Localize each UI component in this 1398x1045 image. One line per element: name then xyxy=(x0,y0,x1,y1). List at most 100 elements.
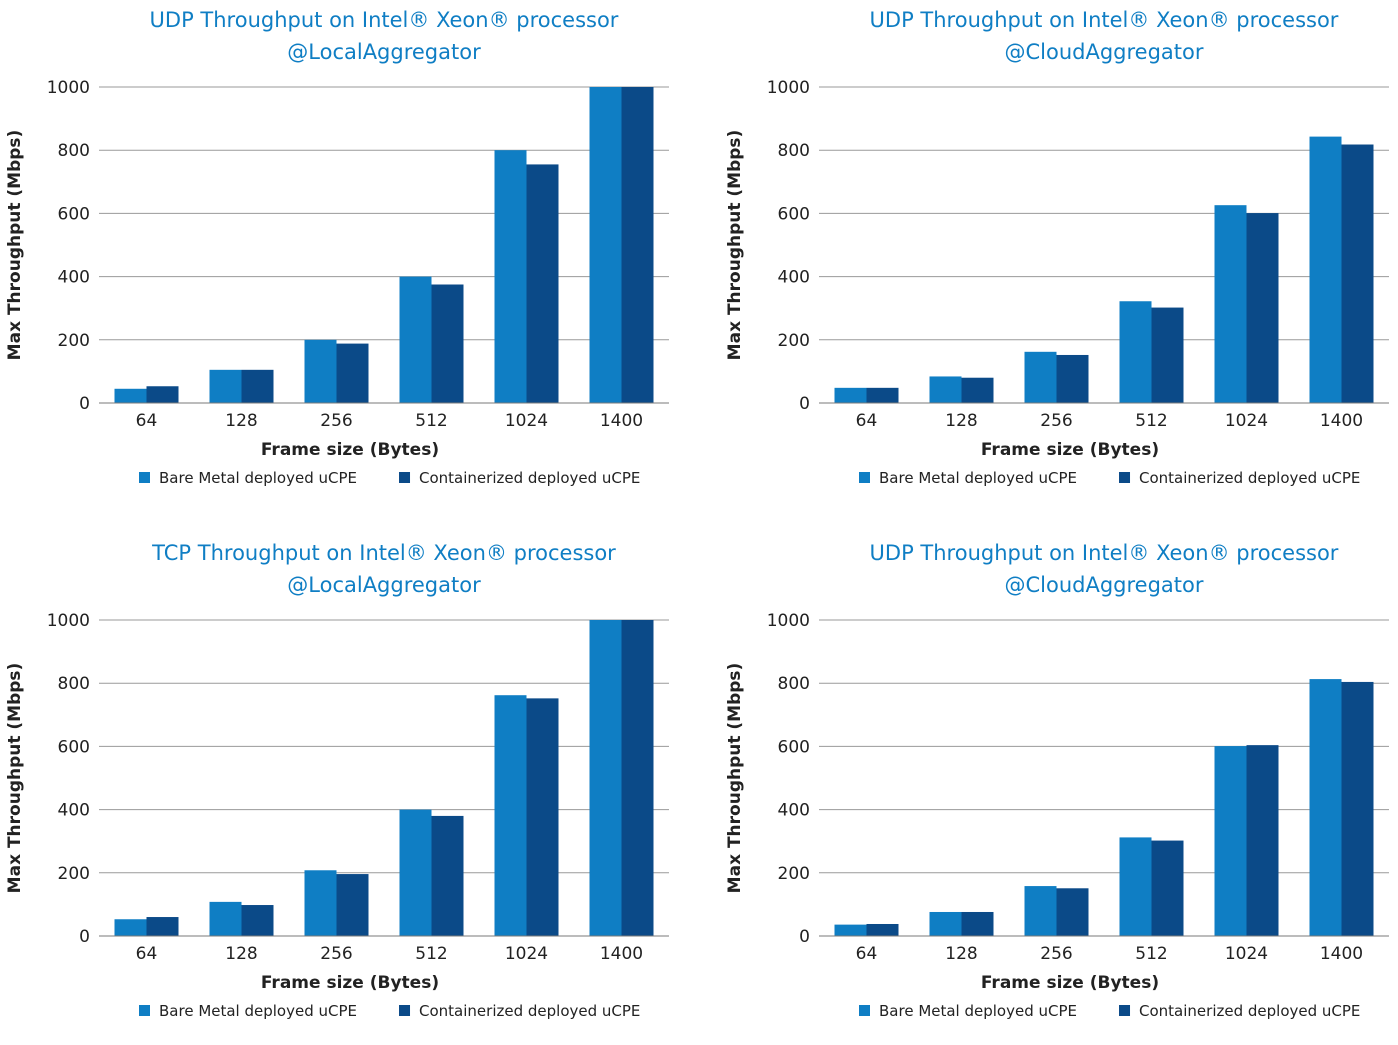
bar-bare-metal-128 xyxy=(209,901,242,936)
bar-bare-metal-256 xyxy=(304,870,337,936)
x-tick-label: 128 xyxy=(225,944,257,964)
bar-containerized-128 xyxy=(961,911,994,936)
bar-containerized-64 xyxy=(146,386,179,403)
chart-panel-1: UDP Throughput on Intel® Xeon® processor… xyxy=(0,0,699,512)
y-tick-label: 800 xyxy=(58,141,90,161)
chart-svg-1: UDP Throughput on Intel® Xeon® processor… xyxy=(5,8,669,487)
chart-title: TCP Throughput on Intel® Xeon® processor xyxy=(151,541,616,565)
x-tick-label: 1400 xyxy=(600,944,643,964)
chart-panel-3: TCP Throughput on Intel® Xeon® processor… xyxy=(0,533,699,1045)
legend-swatch-bare-metal xyxy=(139,472,150,483)
x-tick-label: 128 xyxy=(225,411,257,431)
x-tick-label: 64 xyxy=(856,411,878,431)
bar-containerized-1024 xyxy=(526,698,559,936)
bar-bare-metal-512 xyxy=(1119,301,1152,403)
x-tick-label: 1024 xyxy=(1225,944,1268,964)
x-tick-label: 256 xyxy=(320,411,352,431)
x-axis-label: Frame size (Bytes) xyxy=(261,440,439,460)
chart-subtitle: @CloudAggregator xyxy=(1004,40,1203,64)
x-tick-label: 128 xyxy=(945,944,977,964)
bar-containerized-128 xyxy=(241,369,274,403)
bar-bare-metal-256 xyxy=(304,339,337,403)
bar-containerized-1024 xyxy=(526,164,559,403)
x-tick-label: 512 xyxy=(1135,944,1167,964)
chart-panel-4: UDP Throughput on Intel® Xeon® processor… xyxy=(720,533,1398,1045)
y-tick-label: 200 xyxy=(58,864,90,884)
bar-bare-metal-256 xyxy=(1024,351,1057,403)
bar-containerized-512 xyxy=(1151,307,1184,403)
bar-containerized-128 xyxy=(241,905,274,936)
bar-bare-metal-1024 xyxy=(494,150,527,403)
bar-bare-metal-128 xyxy=(209,369,242,403)
y-tick-label: 400 xyxy=(58,268,90,288)
chart-title: UDP Throughput on Intel® Xeon® processor xyxy=(150,8,619,32)
x-axis-label: Frame size (Bytes) xyxy=(981,973,1159,993)
bar-bare-metal-128 xyxy=(929,911,962,936)
bar-bare-metal-256 xyxy=(1024,886,1057,936)
legend-label-containerized: Containerized deployed uCPE xyxy=(1139,469,1360,487)
chart-title: UDP Throughput on Intel® Xeon® processor xyxy=(870,8,1339,32)
y-axis-label: Max Throughput (Mbps) xyxy=(725,130,745,361)
bar-bare-metal-512 xyxy=(399,809,432,936)
bar-bare-metal-64 xyxy=(114,388,147,403)
bar-bare-metal-1024 xyxy=(1214,205,1247,403)
x-axis-label: Frame size (Bytes) xyxy=(261,973,439,993)
bar-bare-metal-64 xyxy=(834,924,867,936)
y-tick-label: 800 xyxy=(778,141,810,161)
x-tick-label: 64 xyxy=(856,944,878,964)
chart-svg-3: TCP Throughput on Intel® Xeon® processor… xyxy=(5,541,669,1020)
chart-subtitle: @LocalAggregator xyxy=(287,573,481,597)
bar-containerized-64 xyxy=(146,917,179,936)
y-tick-label: 0 xyxy=(799,927,810,947)
legend-label-containerized: Containerized deployed uCPE xyxy=(419,469,640,487)
y-tick-label: 0 xyxy=(799,394,810,414)
bar-bare-metal-1024 xyxy=(1214,746,1247,936)
y-tick-label: 600 xyxy=(778,737,810,757)
y-tick-label: 600 xyxy=(778,204,810,224)
y-tick-label: 400 xyxy=(58,801,90,821)
x-tick-label: 1024 xyxy=(1225,411,1268,431)
legend-swatch-containerized xyxy=(1119,472,1131,483)
bar-containerized-1024 xyxy=(1246,745,1279,936)
x-tick-label: 256 xyxy=(1040,411,1072,431)
x-axis-label: Frame size (Bytes) xyxy=(981,440,1159,460)
y-tick-label: 0 xyxy=(79,927,90,947)
legend-swatch-containerized xyxy=(1119,1005,1131,1016)
legend-swatch-bare-metal xyxy=(859,1005,870,1016)
y-tick-label: 1000 xyxy=(767,611,810,631)
y-axis-label: Max Throughput (Mbps) xyxy=(725,663,745,894)
bar-containerized-256 xyxy=(336,343,369,403)
legend-label-bare-metal: Bare Metal deployed uCPE xyxy=(879,469,1077,487)
bar-containerized-64 xyxy=(866,387,899,403)
bar-bare-metal-128 xyxy=(929,376,962,403)
y-tick-label: 200 xyxy=(778,331,810,351)
x-tick-label: 64 xyxy=(136,944,158,964)
chart-subtitle: @CloudAggregator xyxy=(1004,573,1203,597)
bar-containerized-128 xyxy=(961,377,994,403)
x-tick-label: 1024 xyxy=(505,944,548,964)
bar-bare-metal-1400 xyxy=(1309,136,1342,403)
y-tick-label: 200 xyxy=(778,864,810,884)
y-tick-label: 1000 xyxy=(47,78,90,98)
bar-containerized-512 xyxy=(1151,840,1184,936)
legend-label-bare-metal: Bare Metal deployed uCPE xyxy=(159,469,357,487)
y-tick-label: 1000 xyxy=(767,78,810,98)
y-tick-label: 800 xyxy=(778,674,810,694)
y-tick-label: 400 xyxy=(778,801,810,821)
legend-label-containerized: Containerized deployed uCPE xyxy=(419,1002,640,1020)
x-tick-label: 512 xyxy=(1135,411,1167,431)
legend-swatch-bare-metal xyxy=(139,1005,150,1016)
bar-containerized-1400 xyxy=(621,87,654,403)
chart-svg-4: UDP Throughput on Intel® Xeon® processor… xyxy=(725,541,1389,1020)
y-tick-label: 400 xyxy=(778,268,810,288)
bar-bare-metal-1024 xyxy=(494,695,527,936)
y-tick-label: 1000 xyxy=(47,611,90,631)
legend-swatch-bare-metal xyxy=(859,472,870,483)
y-tick-label: 0 xyxy=(79,394,90,414)
x-tick-label: 1400 xyxy=(1320,411,1363,431)
bar-bare-metal-1400 xyxy=(1309,679,1342,936)
x-tick-label: 512 xyxy=(415,411,447,431)
y-tick-label: 800 xyxy=(58,674,90,694)
legend-swatch-containerized xyxy=(399,472,411,483)
legend-label-bare-metal: Bare Metal deployed uCPE xyxy=(879,1002,1077,1020)
